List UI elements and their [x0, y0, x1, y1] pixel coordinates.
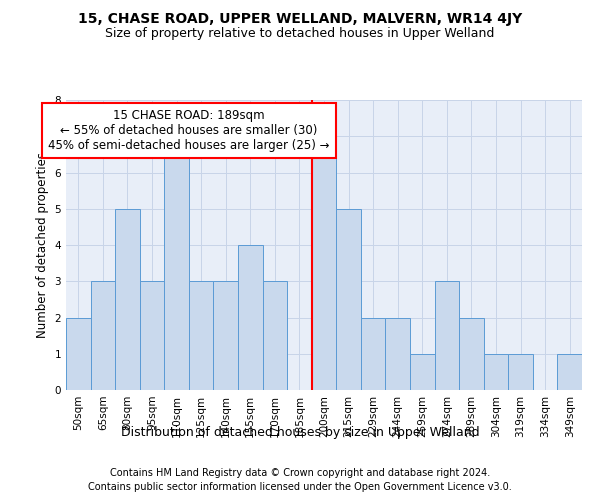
- Bar: [557, 354, 582, 390]
- Bar: [434, 281, 459, 390]
- Bar: [459, 318, 484, 390]
- Bar: [189, 281, 214, 390]
- Bar: [484, 354, 508, 390]
- Bar: [238, 245, 263, 390]
- Y-axis label: Number of detached properties: Number of detached properties: [36, 152, 49, 338]
- Bar: [115, 209, 140, 390]
- Text: 15 CHASE ROAD: 189sqm
← 55% of detached houses are smaller (30)
45% of semi-deta: 15 CHASE ROAD: 189sqm ← 55% of detached …: [48, 109, 329, 152]
- Bar: [385, 318, 410, 390]
- Text: Distribution of detached houses by size in Upper Welland: Distribution of detached houses by size …: [121, 426, 479, 439]
- Bar: [214, 281, 238, 390]
- Bar: [312, 136, 336, 390]
- Bar: [66, 318, 91, 390]
- Bar: [91, 281, 115, 390]
- Bar: [508, 354, 533, 390]
- Bar: [361, 318, 385, 390]
- Text: Contains public sector information licensed under the Open Government Licence v3: Contains public sector information licen…: [88, 482, 512, 492]
- Bar: [336, 209, 361, 390]
- Text: Contains HM Land Registry data © Crown copyright and database right 2024.: Contains HM Land Registry data © Crown c…: [110, 468, 490, 477]
- Bar: [140, 281, 164, 390]
- Bar: [164, 136, 189, 390]
- Bar: [410, 354, 434, 390]
- Text: 15, CHASE ROAD, UPPER WELLAND, MALVERN, WR14 4JY: 15, CHASE ROAD, UPPER WELLAND, MALVERN, …: [78, 12, 522, 26]
- Bar: [263, 281, 287, 390]
- Text: Size of property relative to detached houses in Upper Welland: Size of property relative to detached ho…: [106, 28, 494, 40]
